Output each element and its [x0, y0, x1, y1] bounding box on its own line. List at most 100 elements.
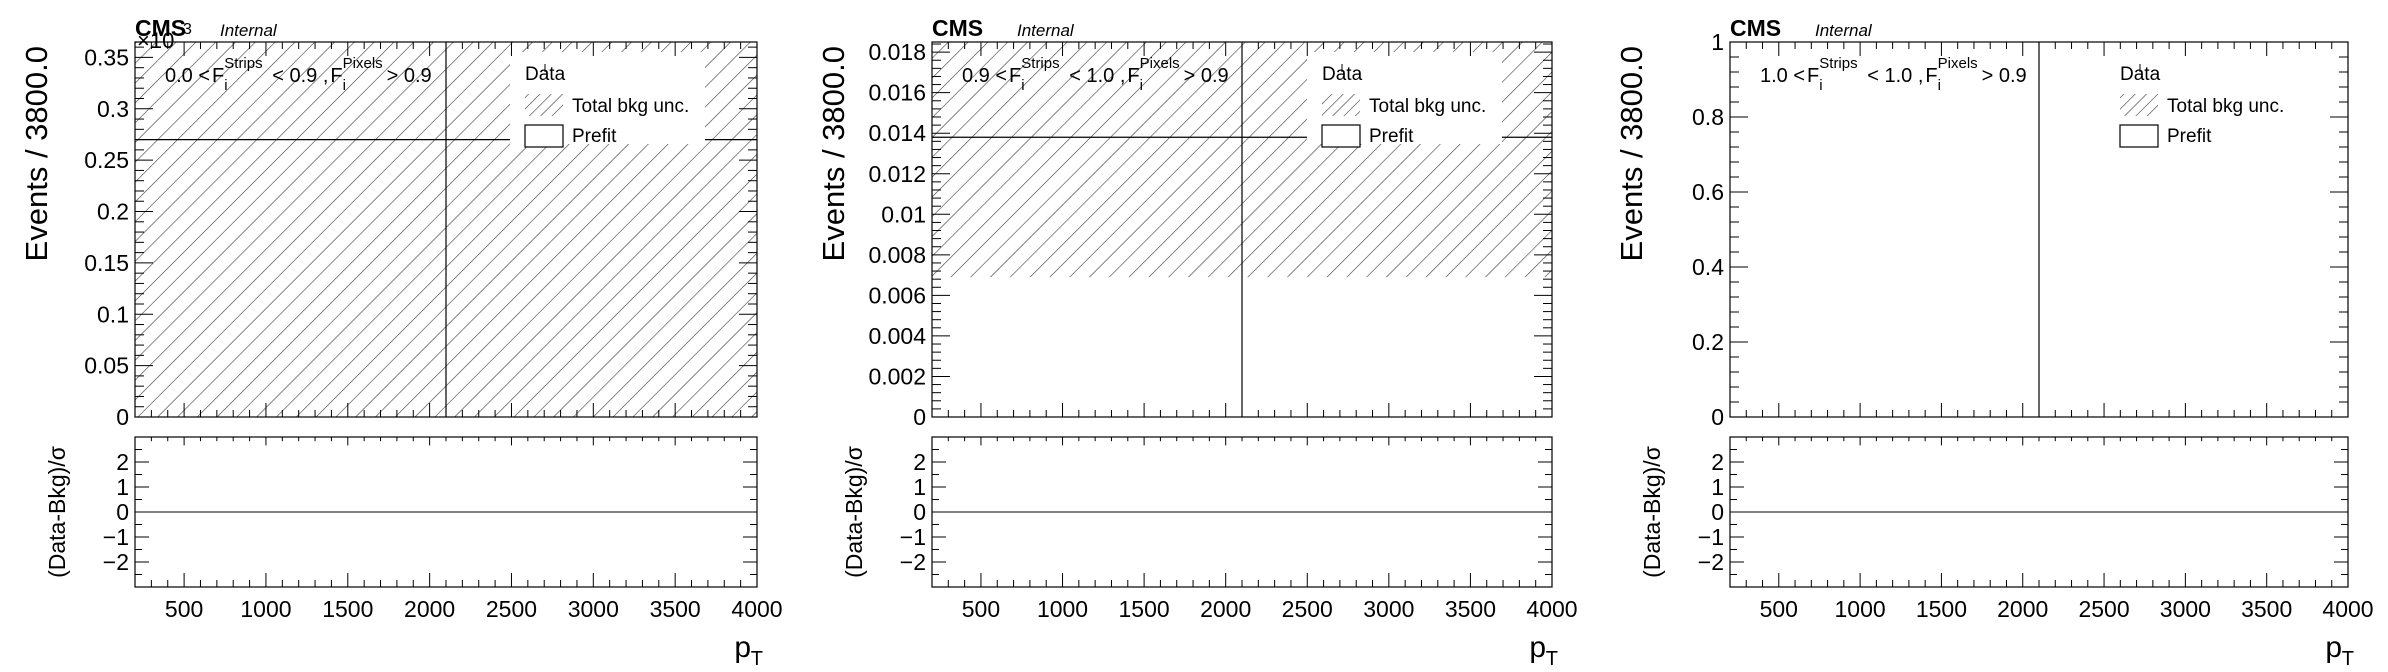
- y-tick-label: 0.15: [84, 250, 129, 276]
- x-tick-label: 500: [1760, 596, 1798, 622]
- ratio-tick-label: 2: [1711, 449, 1724, 475]
- cms-sublabel: Internal: [1017, 21, 1075, 40]
- legend-unc-swatch: [1322, 94, 1360, 116]
- cms-label: CMS: [932, 15, 983, 41]
- chart-panel-2: Data Total bkg unc. Prefit 500 1000 1500 2000 2…: [816, 15, 1578, 670]
- ratio-tick-label: 0: [913, 499, 926, 525]
- x-tick-label: 3500: [1445, 596, 1496, 622]
- region-i-sub-2: i: [1938, 77, 1941, 94]
- y-tick-label: 0.25: [84, 147, 129, 173]
- region-f-pixels: F: [330, 65, 342, 87]
- x-tick-label: 1500: [1916, 596, 1967, 622]
- x-axis-title: p: [2325, 631, 2342, 664]
- legend-data-label: Data: [525, 64, 566, 85]
- y-axis-title: Events / 3800.0: [19, 46, 54, 261]
- region-pixels-sup: Pixels: [343, 55, 383, 72]
- ratio-tick-label: 0: [1711, 499, 1724, 525]
- y-tick-label: 1: [1711, 29, 1724, 55]
- region-i-sub: i: [1819, 77, 1822, 94]
- ratio-tick-label: −1: [1698, 524, 1724, 550]
- region-low: 0.9 <: [962, 65, 1007, 87]
- legend-data-label: Data: [1322, 64, 1363, 85]
- cms-label: CMS: [135, 15, 186, 41]
- region-strips-sup: Strips: [224, 55, 262, 72]
- region-f-pixels: F: [1127, 65, 1139, 87]
- x-tick-label: 2500: [1282, 596, 1333, 622]
- x-tick-label: 4000: [1526, 596, 1577, 622]
- ratio-y-axis-title: (Data-Bkg)/σ: [44, 446, 70, 578]
- y-tick-label: 0.4: [1692, 254, 1724, 280]
- cms-sublabel: Internal: [1815, 21, 1873, 40]
- region-pixel-cut: > 0.9: [1184, 65, 1229, 87]
- x-tick-label: 1500: [322, 596, 373, 622]
- y-tick-label: 0.2: [1692, 329, 1724, 355]
- legend-unc-label: Total bkg unc.: [572, 96, 689, 117]
- x-tick-label: 1000: [1835, 596, 1886, 622]
- region-pixel-cut: > 0.9: [387, 65, 432, 87]
- y-tick-label: 0.012: [868, 161, 926, 187]
- ratio-tick-label: 1: [1711, 474, 1724, 500]
- x-tick-label: 1000: [240, 596, 291, 622]
- chart-panel-1: Data Total bkg unc. Prefit 500 1000 1500 2000 2…: [19, 15, 783, 670]
- y-tick-label: 0.05: [84, 353, 129, 379]
- x-tick-label: 500: [962, 596, 1000, 622]
- region-strips-sup: Strips: [1819, 55, 1857, 72]
- legend-prefit-swatch: [2119, 124, 2159, 148]
- y-tick-label: 0.016: [868, 80, 926, 106]
- region-high: < 1.0 ,: [1867, 65, 1923, 87]
- y-tick-label: 0: [913, 404, 926, 430]
- region-i-sub-2: i: [1140, 77, 1143, 94]
- chart-panel-3: Data Total bkg unc. Prefit 500 1000 1500 2000 2…: [1614, 15, 2374, 670]
- region-pixel-cut: > 0.9: [1982, 65, 2027, 87]
- exponent-label: ×10: [137, 28, 174, 53]
- x-tick-label: 2000: [1997, 596, 2048, 622]
- region-i-sub-2: i: [343, 77, 346, 94]
- region-i-sub: i: [1021, 77, 1024, 94]
- y-axis-title: Events / 3800.0: [816, 46, 851, 261]
- region-pixels-sup: Pixels: [1140, 55, 1180, 72]
- y-tick-label: 0.006: [868, 282, 926, 308]
- x-tick-label: 3000: [2160, 596, 2211, 622]
- x-tick-label: 1500: [1119, 596, 1170, 622]
- y-tick-label: 0: [116, 404, 129, 430]
- ratio-tick-label: 2: [116, 449, 129, 475]
- ratio-tick-label: 1: [116, 474, 129, 500]
- x-tick-label: 2000: [404, 596, 455, 622]
- x-tick-label: 2500: [486, 596, 537, 622]
- x-tick-label: 4000: [731, 596, 782, 622]
- y-tick-label: 0.008: [868, 242, 926, 268]
- region-low: 1.0 <: [1760, 65, 1805, 87]
- x-axis-title: p: [1529, 631, 1546, 664]
- y-tick-label: 0.3: [97, 96, 129, 122]
- region-high: < 1.0 ,: [1069, 65, 1125, 87]
- ratio-tick-label: −2: [103, 549, 129, 575]
- x-tick-label: 3500: [2241, 596, 2292, 622]
- x-tick-label: 2500: [2078, 596, 2129, 622]
- y-tick-label: 0.002: [868, 363, 926, 389]
- y-tick-label: 0.2: [97, 199, 129, 225]
- y-tick-label: 0.014: [868, 120, 926, 146]
- ratio-tick-label: 1: [913, 474, 926, 500]
- y-tick-label: 0.1: [97, 301, 129, 327]
- legend-prefit-label: Prefit: [2167, 126, 2212, 147]
- y-tick-label: 0.018: [868, 39, 926, 65]
- x-axis-title-sub: T: [2342, 648, 2354, 670]
- region-low: 0.0 <: [165, 65, 210, 87]
- ratio-y-axis-title: (Data-Bkg)/σ: [1639, 446, 1665, 578]
- y-tick-label: 0.8: [1692, 104, 1724, 130]
- x-tick-label: 1000: [1037, 596, 1088, 622]
- legend-data-label: Data: [2120, 64, 2161, 85]
- ratio-tick-label: 2: [913, 449, 926, 475]
- cms-sublabel: Internal: [220, 21, 278, 40]
- ratio-tick-label: −1: [103, 524, 129, 550]
- y-tick-label: 0.35: [84, 44, 129, 70]
- legend-unc-label: Total bkg unc.: [1369, 96, 1486, 117]
- legend-prefit-swatch: [524, 124, 564, 148]
- region-f-strips: F: [212, 65, 224, 87]
- legend-unc-swatch: [525, 94, 563, 116]
- region-f-strips: F: [1009, 65, 1021, 87]
